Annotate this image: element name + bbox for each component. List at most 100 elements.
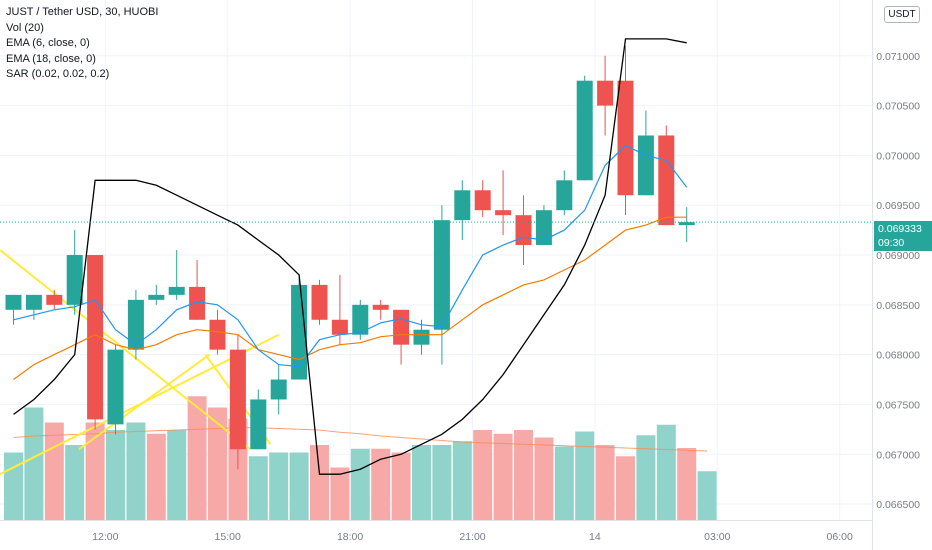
candle-body — [25, 294, 42, 310]
volume-bar — [391, 452, 411, 520]
candle-body — [87, 255, 104, 420]
candle-body — [127, 299, 144, 350]
volume-bar — [677, 448, 697, 520]
price-tick-label: 0.066500 — [876, 499, 920, 511]
candle-body — [658, 135, 675, 226]
volume-bar — [146, 433, 166, 520]
volume-bar — [412, 445, 431, 520]
price-tick-label: 0.067000 — [876, 449, 920, 461]
volume-bar — [452, 441, 472, 520]
candle-body — [454, 190, 471, 221]
volume-bar — [310, 445, 329, 520]
candle-body — [148, 294, 165, 300]
time-tick-label: 06:00 — [827, 531, 853, 543]
price-tick-label: 0.069000 — [876, 250, 920, 262]
volume-bar — [575, 431, 595, 520]
volume-bar — [167, 430, 187, 520]
candle-body — [495, 210, 512, 216]
time-tick-label: 15:00 — [215, 531, 241, 543]
candle-body — [5, 294, 22, 310]
candle-body — [535, 210, 552, 246]
candle-body — [331, 319, 348, 335]
candle-body — [393, 309, 410, 345]
volume-bar — [4, 452, 23, 520]
chart-legend: JUST / Tether USD, 30, HUOBI Vol (20) EM… — [6, 5, 158, 83]
candle-body — [372, 304, 389, 310]
candle-body — [474, 190, 491, 211]
currency-badge[interactable]: USDT — [884, 6, 920, 23]
sar-line — [13, 38, 687, 475]
candle-body — [66, 255, 83, 305]
legend-sar: SAR (0.02, 0.02, 0.2) — [6, 68, 110, 80]
volume-bar — [432, 445, 452, 520]
volume-ma-line — [13, 427, 708, 452]
price-tick-label: 0.071000 — [876, 51, 920, 63]
candle-body — [46, 294, 63, 305]
candle-body — [576, 80, 593, 181]
price-tick-label: 0.070000 — [876, 150, 920, 162]
price-tick-label: 0.069500 — [876, 200, 920, 212]
last-price-label: 0.069333 09:30 — [874, 221, 932, 251]
candle-body — [189, 286, 206, 320]
candle-body — [597, 80, 614, 106]
time-tick-label: 03:00 — [704, 531, 730, 543]
volume-bar — [534, 437, 554, 520]
legend-ema6: EMA (6, close, 0) — [6, 37, 90, 49]
volume-bar — [269, 452, 289, 520]
volume-bar — [697, 471, 717, 520]
candle-body — [168, 286, 185, 295]
candle-body — [678, 222, 695, 226]
price-tick-label: 0.070500 — [876, 101, 920, 113]
trendline — [78, 353, 210, 451]
volume-bar — [187, 396, 207, 520]
candle-body — [556, 180, 573, 211]
candle-body — [637, 135, 654, 196]
candle-body — [229, 349, 246, 450]
legend-vol: Vol (20) — [6, 21, 44, 34]
volume-bar — [514, 430, 533, 520]
candle-body — [270, 379, 287, 400]
candle-body — [413, 329, 430, 345]
price-tick-label: 0.068000 — [876, 350, 920, 362]
legend-title: JUST / Tether USD, 30, HUOBI — [6, 6, 159, 18]
last-price-value: 0.069333 — [878, 223, 922, 235]
candle-body — [515, 215, 532, 246]
volume-bar — [126, 422, 146, 520]
volume-bar — [595, 445, 615, 520]
volume-bar — [493, 433, 513, 520]
candle-body — [433, 220, 450, 330]
time-tick-label: 12:00 — [92, 531, 118, 543]
volume-bar — [656, 424, 676, 520]
volume-bar — [330, 467, 350, 520]
volume-bar — [44, 422, 64, 520]
volume-bar — [371, 448, 391, 520]
volume-bar — [616, 456, 635, 520]
candle-body — [352, 304, 369, 335]
volume-bar — [473, 430, 493, 520]
candle-body — [250, 399, 267, 450]
volume-bar — [208, 407, 227, 520]
volume-bar — [289, 452, 309, 520]
time-tick-label: 14 — [589, 531, 601, 543]
trendline — [0, 249, 251, 451]
time-tick-label: 18:00 — [337, 531, 363, 543]
price-tick-label: 0.067500 — [876, 399, 920, 411]
candle-body — [107, 349, 124, 425]
volume-bar — [24, 407, 44, 520]
candle-body — [617, 80, 634, 196]
volume-bar — [636, 435, 656, 520]
volume-bar — [65, 445, 85, 520]
volume-bar — [106, 430, 125, 520]
volume-bar — [248, 456, 268, 520]
volume-bar — [350, 448, 370, 520]
ema6-line — [13, 144, 688, 368]
candle-body — [209, 319, 226, 350]
time-tick-label: 21:00 — [459, 531, 485, 543]
bar-countdown: 09:30 — [878, 237, 905, 249]
volume-bar — [85, 422, 105, 520]
price-tick-label: 0.068500 — [876, 300, 920, 312]
volume-bar — [554, 446, 574, 520]
legend-ema18: EMA (18, close, 0) — [6, 52, 96, 65]
candle-body — [311, 284, 328, 320]
